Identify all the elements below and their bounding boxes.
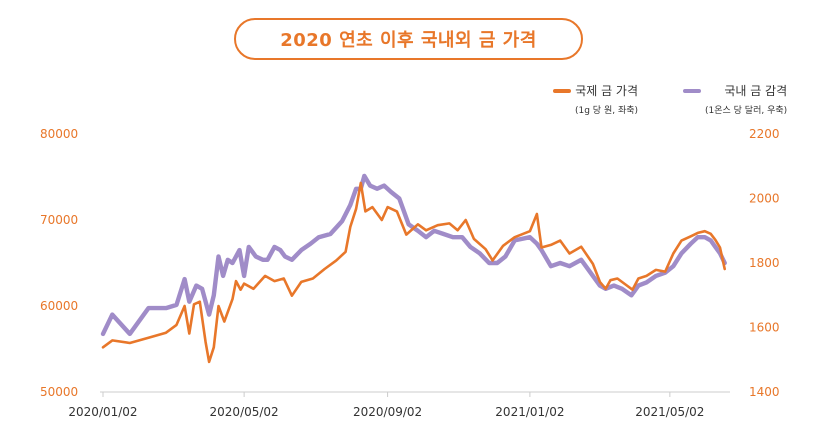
- y-right-tick-label: 1600: [749, 321, 780, 335]
- legend-swatch-international: [553, 89, 571, 93]
- y-left-tick-label: 70000: [40, 213, 78, 227]
- legend-note-domestic: (1온스 당 달러, 우축): [705, 106, 788, 116]
- x-tick-label: 2020/01/02: [68, 405, 137, 419]
- legend-item-international: 국제 금 가격 (1g 당 원, 좌축): [553, 82, 638, 116]
- x-tick-label: 2020/09/02: [353, 405, 422, 419]
- x-tick-label: 2021/05/02: [635, 405, 704, 419]
- x-tick-label: 2021/01/02: [495, 405, 564, 419]
- y-left-tick-label: 60000: [40, 299, 78, 313]
- chart-title: 2020 연초 이후 국내외 금 가격: [234, 18, 583, 60]
- y-left-tick-label: 50000: [40, 385, 78, 399]
- x-tick-label: 2020/05/02: [210, 405, 279, 419]
- y-right-tick-label: 1800: [749, 256, 780, 270]
- legend-item-domestic: 국내 금 감격 (1온스 당 달러, 우축): [683, 82, 787, 116]
- legend-swatch-domestic: [683, 89, 701, 93]
- y-right-tick-label: 1400: [749, 385, 780, 399]
- legend-label-domestic: 국내 금 감격: [724, 84, 788, 98]
- y-right-tick-label: 2200: [749, 127, 780, 141]
- y-left-tick-label: 80000: [40, 127, 78, 141]
- y-right-tick-label: 2000: [749, 192, 780, 206]
- series-line-domestic: [100, 173, 727, 337]
- legend-label-international: 국제 금 가격: [575, 84, 639, 98]
- series-line-international: [101, 181, 726, 364]
- legend-note-international: (1g 당 원, 좌축): [575, 106, 639, 116]
